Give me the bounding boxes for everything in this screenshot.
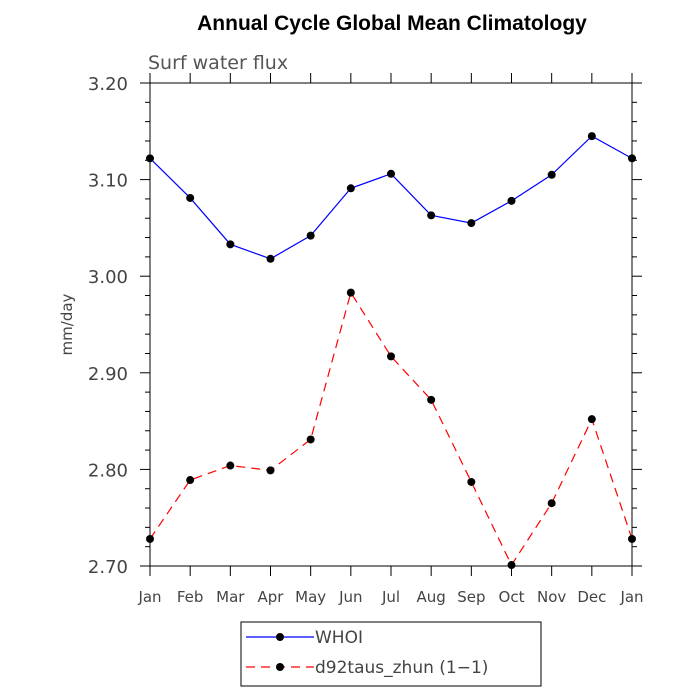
series-1-point: [306, 435, 315, 444]
x-tick-label: Aug: [417, 588, 446, 606]
legend-label-0: WHOI: [315, 628, 363, 648]
legend-box: [240, 621, 542, 687]
series-line-0: [149, 135, 633, 260]
legend-marker-0: [276, 633, 284, 641]
x-tick-label: Apr: [258, 588, 285, 606]
x-tick-label: Feb: [177, 588, 204, 606]
series-1-point: [628, 534, 636, 543]
series-1-point: [226, 461, 235, 470]
series-0-point: [346, 184, 355, 193]
series-0-point: [226, 240, 235, 249]
x-tick-label: Jan: [619, 588, 643, 606]
series-0-point: [266, 254, 275, 263]
axis-ticks: [140, 73, 642, 576]
series-0-point: [547, 170, 556, 179]
series-0-point: [628, 154, 636, 163]
chart-subtitle: Surf water flux: [148, 52, 288, 74]
y-tick-label: 2.90: [88, 364, 128, 385]
legend: WHOI d92taus_zhun (1−1): [240, 621, 542, 687]
series-1-point: [467, 477, 476, 486]
series-0-point: [146, 154, 154, 163]
x-tick-label: Mar: [216, 588, 245, 606]
series-1-point: [427, 395, 436, 404]
series-0-point: [427, 211, 436, 220]
series-0-point: [467, 219, 476, 228]
chart-title: Annual Cycle Global Mean Climatology: [197, 12, 587, 35]
y-tick-label: 3.10: [88, 171, 128, 192]
x-tick-label: Oct: [499, 588, 525, 606]
x-tick-label: Dec: [577, 588, 606, 606]
y-tick-label: 2.70: [88, 557, 128, 578]
y-axis-label: mm/day: [58, 293, 76, 355]
series-0-point: [186, 193, 195, 202]
legend-marker-1: [276, 663, 284, 671]
plot-frame: [149, 82, 633, 567]
series-line-1: [149, 291, 633, 567]
series-layer: [146, 132, 636, 570]
x-tick-label: Jan: [137, 588, 161, 606]
x-tick-label: Sep: [457, 588, 485, 606]
series-0-point: [507, 196, 516, 205]
y-tick-label: 3.20: [88, 74, 128, 95]
series-0-point: [587, 132, 596, 141]
x-tick-label: Jul: [381, 588, 400, 606]
series-0-point: [387, 169, 395, 178]
series-1-point: [547, 499, 556, 508]
y-tick-label: 2.80: [88, 460, 128, 481]
series-1-point: [387, 352, 395, 361]
series-1-point: [587, 415, 596, 424]
series-0-point: [306, 231, 315, 240]
y-tick-label: 3.00: [88, 267, 128, 288]
x-tick-label: Jun: [338, 588, 362, 606]
series-1-point: [186, 476, 195, 485]
series-1-point: [507, 561, 516, 570]
series-1-point: [266, 466, 275, 475]
y-tick-labels: 2.70 2.80 2.90 3.00 3.10 3.20: [88, 74, 128, 578]
series-1-point: [346, 288, 355, 297]
x-tick-labels: Jan Feb Mar Apr May Jun Jul Aug Sep Oct Nov Dec Jan: [137, 588, 643, 606]
x-tick-label: May: [295, 588, 326, 606]
series-1-point: [146, 534, 154, 543]
legend-label-1: d92taus_zhun (1−1): [315, 658, 488, 678]
x-tick-label: Nov: [537, 588, 566, 606]
